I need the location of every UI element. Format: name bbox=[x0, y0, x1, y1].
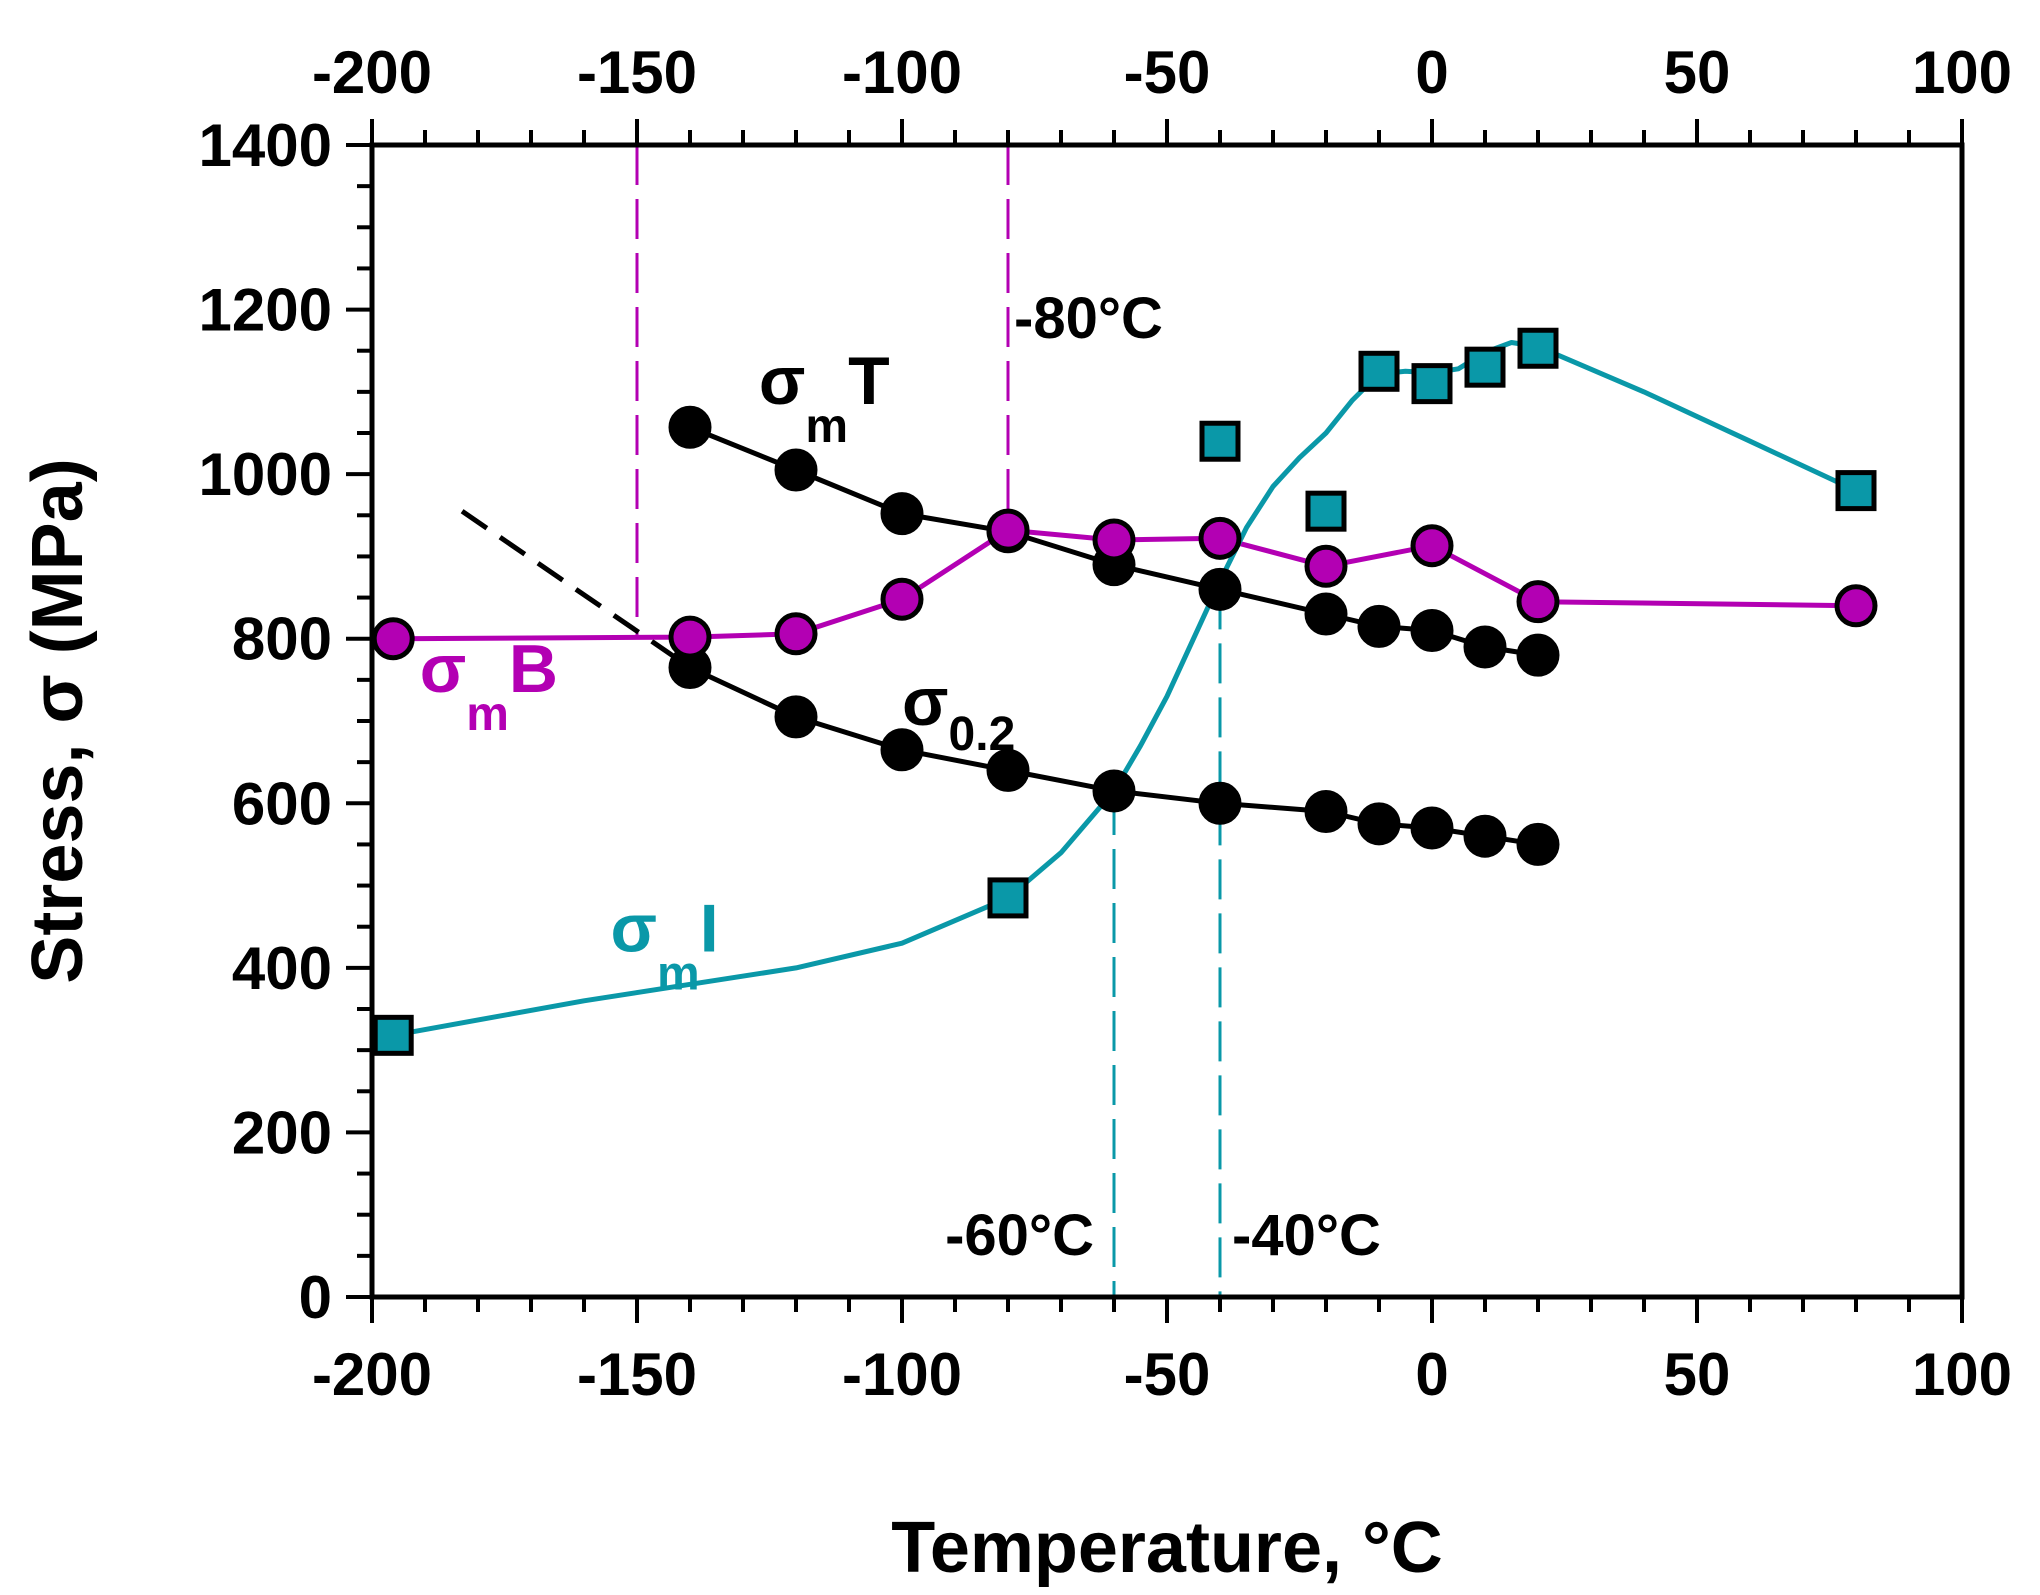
series-point bbox=[1835, 470, 1877, 512]
y-tick-label: 1400 bbox=[199, 112, 332, 179]
series-point bbox=[1463, 814, 1507, 858]
series-point bbox=[880, 577, 924, 621]
series-point bbox=[1304, 592, 1348, 636]
series-point bbox=[1092, 769, 1136, 813]
series-point bbox=[1516, 580, 1560, 624]
series-point bbox=[1834, 584, 1878, 628]
series-point bbox=[1410, 524, 1454, 568]
series-label: σmI bbox=[611, 890, 719, 1000]
x-tick-label-bottom: 0 bbox=[1415, 1341, 1448, 1408]
series-point bbox=[1516, 633, 1560, 677]
y-tick-label: 400 bbox=[232, 935, 332, 1002]
y-tick-label: 200 bbox=[232, 1099, 332, 1166]
series-label-suffix: T bbox=[848, 343, 890, 419]
series-point bbox=[1198, 567, 1242, 611]
series-point bbox=[1198, 781, 1242, 825]
series-point bbox=[668, 615, 712, 659]
y-tick-label: 1200 bbox=[199, 277, 332, 344]
series-point bbox=[774, 612, 818, 656]
x-tick-label-bottom: 100 bbox=[1912, 1341, 2012, 1408]
series-point bbox=[372, 1014, 414, 1056]
series-point bbox=[1463, 625, 1507, 669]
series-point bbox=[880, 492, 924, 536]
y-axis-title: Stress, σ (MPa) bbox=[18, 458, 98, 983]
x-axis-title: Temperature, °C bbox=[891, 1508, 1443, 1588]
y-tick-label: 800 bbox=[232, 606, 332, 673]
x-tick-label-top: -200 bbox=[312, 39, 432, 106]
series-point bbox=[1516, 822, 1560, 866]
y-tick-label: 1000 bbox=[199, 441, 332, 508]
series-point bbox=[371, 617, 415, 661]
series-label-subscript: m bbox=[805, 400, 848, 453]
x-tick-label-bottom: -150 bbox=[577, 1341, 697, 1408]
x-tick-label-bottom: -100 bbox=[842, 1341, 962, 1408]
series-point bbox=[986, 508, 1030, 552]
plot-frame bbox=[369, 142, 1965, 1300]
series-label-suffix: B bbox=[509, 631, 558, 707]
series-markers-layer bbox=[371, 327, 1878, 1056]
series-point bbox=[668, 405, 712, 449]
series-label: σmB bbox=[420, 631, 558, 741]
series-label: σ0.2 bbox=[902, 664, 1015, 761]
series-point bbox=[1358, 350, 1400, 392]
axis-ticks-layer bbox=[346, 119, 1964, 1323]
y-tick-label: 600 bbox=[232, 770, 332, 837]
x-tick-label-bottom: -200 bbox=[312, 1341, 432, 1408]
series-point bbox=[986, 748, 1030, 792]
series-label-symbol: σ bbox=[611, 890, 658, 966]
series-point bbox=[1199, 420, 1241, 462]
series-point bbox=[1410, 608, 1454, 652]
series-label-subscript: m bbox=[657, 947, 700, 1000]
series-point bbox=[1198, 516, 1242, 560]
series-point bbox=[774, 448, 818, 492]
x-tick-label-top: -150 bbox=[577, 39, 697, 106]
series-label-symbol: σ bbox=[759, 343, 806, 419]
reference-line-label: -40°C bbox=[1232, 1203, 1381, 1268]
x-tick-label-top: 100 bbox=[1912, 39, 2012, 106]
x-tick-label-top: 0 bbox=[1415, 39, 1448, 106]
series-label-symbol: σ bbox=[420, 631, 467, 707]
series-label-subscript: 0.2 bbox=[949, 708, 1016, 761]
x-tick-label-bottom: -50 bbox=[1124, 1341, 1211, 1408]
series-point bbox=[1411, 363, 1453, 405]
reference-lines-layer bbox=[635, 145, 1222, 1297]
x-tick-label-top: 50 bbox=[1664, 39, 1731, 106]
series-extrapolation-line bbox=[460, 509, 692, 670]
y-tick-label: 0 bbox=[299, 1264, 332, 1331]
reference-line-label: -80°C bbox=[1014, 286, 1163, 351]
x-tick-label-top: -50 bbox=[1124, 39, 1211, 106]
series-point bbox=[1517, 327, 1559, 369]
series-point bbox=[774, 695, 818, 739]
series-point bbox=[987, 877, 1029, 919]
reference-line-label: -60°C bbox=[945, 1203, 1094, 1268]
series-label-suffix: I bbox=[700, 890, 719, 966]
series-point bbox=[1305, 490, 1347, 532]
series-label-symbol: σ bbox=[902, 664, 949, 740]
series-point bbox=[1092, 518, 1136, 562]
series-point bbox=[1410, 806, 1454, 850]
x-tick-label-top: -100 bbox=[842, 39, 962, 106]
series-point bbox=[1304, 544, 1348, 588]
series-point bbox=[1357, 802, 1401, 846]
x-tick-label-bottom: 50 bbox=[1664, 1341, 1731, 1408]
series-label: σmT bbox=[759, 343, 890, 453]
series-label-subscript: m bbox=[466, 688, 509, 741]
series-point bbox=[880, 728, 924, 772]
series-point bbox=[1304, 790, 1348, 834]
text-layer: -200 -200 -150 -150 -100 -100 -50 -50 0 0 50 50 100 1… bbox=[18, 39, 2012, 1588]
series-point bbox=[1357, 604, 1401, 648]
series-point bbox=[1464, 346, 1506, 388]
